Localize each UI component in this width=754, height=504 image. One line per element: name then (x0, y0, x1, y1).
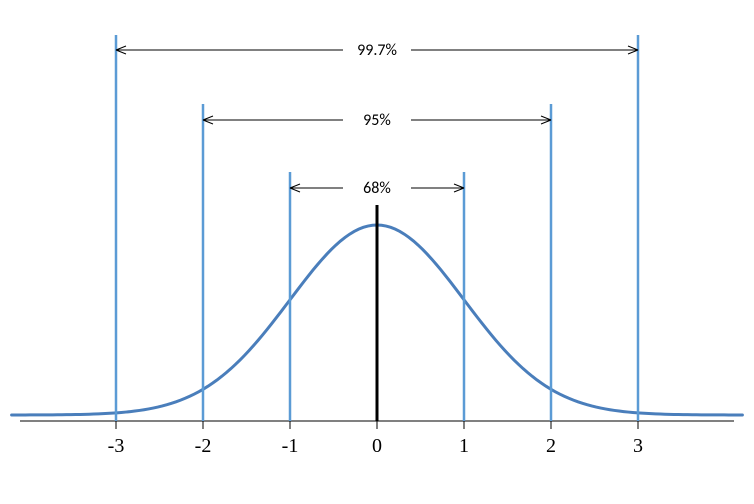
range-label: 99.7% (357, 41, 397, 60)
normal-distribution-chart: -3 -2 -1 0 1 2 3 99.7% 95% 68% (0, 0, 754, 504)
chart-container: -3 -2 -1 0 1 2 3 99.7% 95% 68% (0, 0, 754, 504)
x-tick-label: 0 (372, 435, 382, 457)
x-tick-label: -1 (282, 435, 299, 457)
x-tick-label: -3 (108, 435, 125, 457)
x-tick-label: 2 (546, 435, 556, 457)
range-label: 68% (363, 179, 391, 198)
x-tick-label: 1 (459, 435, 469, 457)
x-tick-label: -2 (195, 435, 212, 457)
x-tick-label: 3 (633, 435, 643, 457)
range-label: 95% (363, 111, 391, 130)
